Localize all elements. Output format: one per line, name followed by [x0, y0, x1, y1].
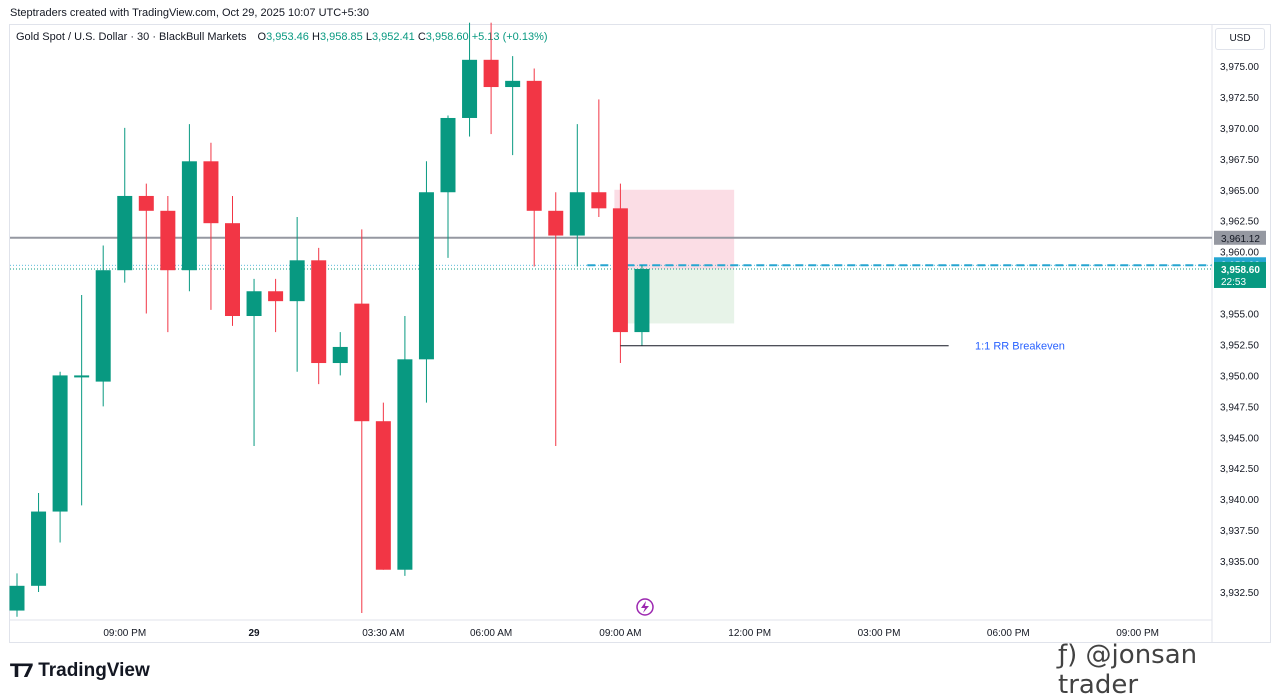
x-tick-label: 09:00 PM [1116, 628, 1159, 639]
tradingview-logo-icon: T7 [10, 660, 34, 682]
y-tick-label: 3,950.00 [1220, 371, 1259, 382]
x-tick-label: 06:00 AM [470, 628, 512, 639]
stop-loss-zone [614, 189, 735, 269]
bearish-candle [483, 59, 499, 88]
y-tick-label: 3,967.50 [1220, 155, 1259, 166]
y-tick-label: 3,965.00 [1220, 186, 1259, 197]
bearish-candle [225, 223, 240, 317]
low-label: L [365, 31, 372, 43]
x-tick-label: 09:00 AM [599, 628, 641, 639]
x-tick-label: 03:00 PM [858, 628, 901, 639]
bullish-candle [52, 375, 68, 512]
current-price-tag-bg [1214, 261, 1266, 288]
bearish-candle [311, 260, 327, 364]
bullish-candle [397, 359, 413, 570]
low-value: 3,952.41 [371, 31, 415, 43]
high-value: 3,958.85 [319, 31, 363, 43]
close-value: 3,958.60 [425, 31, 469, 43]
logo-text: TradingView [38, 660, 150, 681]
y-tick-label: 3,962.50 [1220, 217, 1259, 228]
bullish-candle [332, 346, 348, 364]
bullish-candle [9, 585, 25, 611]
bullish-candle [440, 117, 456, 193]
author-watermark: ƒ) @jonsan trader [1058, 640, 1198, 700]
breakeven-label: 1:1 RR Breakeven [975, 341, 1065, 353]
bullish-candle [289, 260, 305, 302]
y-tick-label: 3,970.00 [1220, 124, 1259, 135]
bullish-candle [418, 192, 434, 360]
tradingview-logo: T7 TradingView [10, 659, 150, 683]
bearish-candle [591, 192, 607, 209]
bearish-candle [138, 195, 154, 211]
y-tick-label: 3,945.00 [1220, 433, 1259, 444]
bearish-candle [160, 210, 176, 271]
hline-price-tag: 3,961.12 [1221, 234, 1260, 245]
open-label: O [257, 31, 267, 43]
x-tick-label: 09:00 PM [103, 628, 146, 639]
bullish-candle [569, 192, 585, 236]
chart-frame [9, 24, 1271, 643]
bullish-candle [505, 80, 521, 88]
bar-countdown: 22:53 [1221, 277, 1246, 288]
x-tick-label: 06:00 PM [987, 628, 1030, 639]
take-profit-zone [614, 268, 735, 324]
bullish-candle [462, 59, 478, 118]
current-price-tag: 3,958.60 [1221, 265, 1260, 276]
bearish-candle [375, 421, 391, 570]
bearish-candle [612, 208, 628, 333]
bullish-candle [31, 511, 47, 586]
bullish-candle [181, 161, 197, 271]
y-tick-label: 3,932.50 [1220, 588, 1259, 599]
bullish-candle [117, 195, 133, 271]
y-tick-label: 3,952.50 [1220, 340, 1259, 351]
bullish-candle [246, 291, 262, 317]
y-tick-label: 3,972.50 [1220, 93, 1259, 104]
currency-button[interactable]: USD [1215, 28, 1265, 50]
symbol-name[interactable]: Gold Spot / U.S. Dollar · 30 · BlackBull… [16, 31, 247, 43]
bullish-candle [634, 268, 650, 333]
y-tick-label: 3,960.00 [1220, 248, 1259, 259]
chart-caption: Steptraders created with TradingView.com… [10, 7, 370, 19]
bullish-candle [74, 375, 90, 378]
close-label: C [417, 31, 426, 43]
bearish-candle [548, 210, 564, 236]
y-tick-label: 3,955.00 [1220, 310, 1259, 321]
bearish-candle [526, 80, 542, 211]
y-tick-label: 3,937.50 [1220, 526, 1259, 537]
y-tick-label: 3,940.00 [1220, 495, 1259, 506]
x-tick-label: 29 [248, 628, 260, 639]
y-tick-label: 3,942.50 [1220, 464, 1259, 475]
high-label: H [311, 31, 320, 43]
bearish-candle [354, 303, 370, 422]
hline-price-tag-bg [1214, 230, 1266, 245]
y-tick-label: 3,935.00 [1220, 557, 1259, 568]
bearish-candle [203, 161, 219, 224]
bullish-candle [95, 270, 111, 382]
lightning-glyph [641, 601, 649, 613]
y-tick-label: 3,975.00 [1220, 62, 1259, 73]
x-tick-label: 12:00 PM [728, 628, 771, 639]
x-tick-label: 03:30 AM [362, 628, 404, 639]
bearish-candle [268, 291, 284, 302]
open-value: 3,953.46 [266, 31, 309, 43]
y-tick-label: 3,947.50 [1220, 402, 1259, 413]
